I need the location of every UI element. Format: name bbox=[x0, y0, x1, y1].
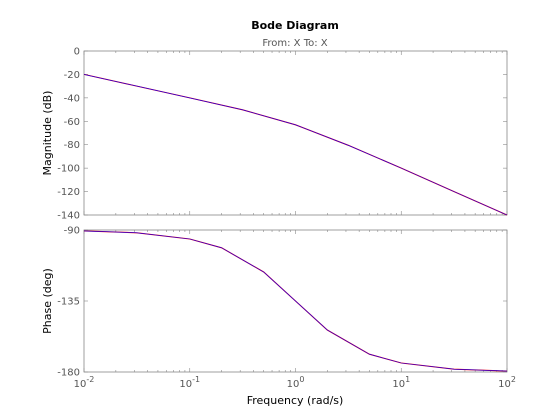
magnitude-axes-frame bbox=[83, 50, 508, 216]
io-subtitle: From: X To: X bbox=[262, 38, 327, 49]
xtick-label: 101 bbox=[392, 375, 410, 390]
magnitude-curve-blue bbox=[83, 74, 508, 216]
magnitude-ytick-label: -140 bbox=[57, 211, 80, 222]
xtick-label: 100 bbox=[287, 375, 305, 390]
magnitude-ytick-label: -100 bbox=[57, 164, 80, 175]
xtick-label: 10-2 bbox=[74, 375, 95, 390]
frequency-xlabel: Frequency (rad/s) bbox=[247, 394, 344, 407]
magnitude-ytick-label: -120 bbox=[57, 187, 80, 198]
magnitude-ytick-label: -40 bbox=[64, 93, 80, 104]
magnitude-ytick-label: -20 bbox=[64, 70, 80, 81]
magnitude-ytick-label: -80 bbox=[64, 140, 80, 151]
frequency-tick-labels: 10-2 10-1 100 101 102 bbox=[74, 375, 516, 390]
chart-title: Bode Diagram bbox=[251, 19, 339, 32]
phase-panel: Phase (deg) -90 -135 -180 bbox=[41, 226, 508, 379]
xtick-label: 102 bbox=[498, 375, 516, 390]
phase-ytick-label: -180 bbox=[57, 368, 80, 379]
magnitude-ytick-label: 0 bbox=[74, 47, 80, 58]
phase-ytick-label: -90 bbox=[64, 226, 80, 237]
phase-ylabel: Phase (deg) bbox=[41, 268, 54, 334]
xtick-label: 10-1 bbox=[179, 375, 200, 390]
magnitude-ytick-label: -60 bbox=[64, 117, 80, 128]
magnitude-panel: Magnitude (dB) 0 -20 -40 -60 -80 -100 -120 -140 bbox=[41, 47, 508, 222]
phase-ytick-label: -135 bbox=[57, 297, 80, 308]
magnitude-ylabel: Magnitude (dB) bbox=[41, 91, 54, 176]
phase-curve-blue bbox=[83, 230, 508, 372]
